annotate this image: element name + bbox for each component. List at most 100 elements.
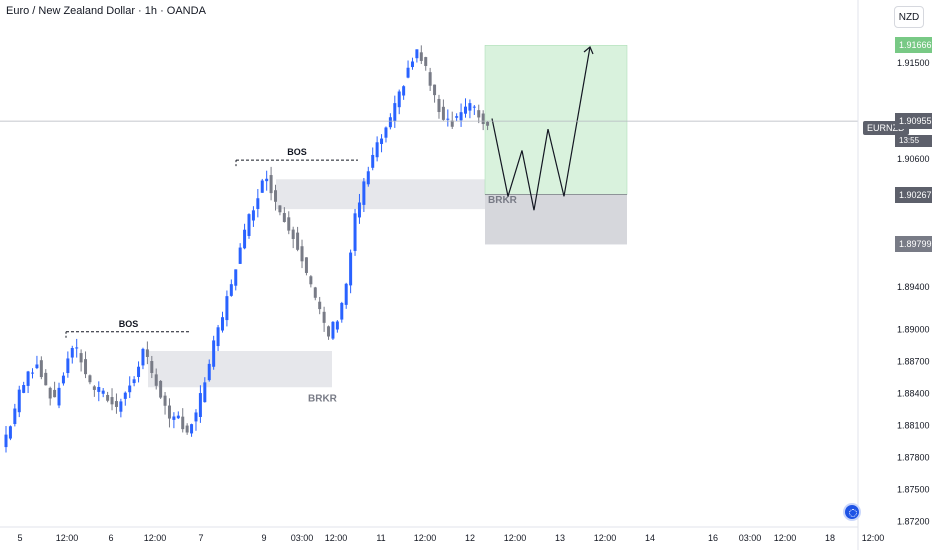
brkr-label: BRKR	[308, 393, 338, 404]
candle-body	[220, 317, 224, 331]
candle-body	[114, 401, 118, 407]
candle-body	[468, 103, 472, 111]
currency-button[interactable]: NZD	[894, 6, 924, 28]
stop-price-tag: 1.89799	[895, 236, 932, 253]
candle-body	[198, 393, 202, 417]
price-tick-label: 1.89400	[897, 282, 930, 292]
candle-body	[397, 91, 401, 108]
candle-body	[441, 106, 445, 120]
candle-body	[190, 424, 194, 434]
candle-body	[463, 106, 467, 114]
price-tick-label: 1.88100	[897, 421, 930, 431]
candle-body	[48, 387, 52, 399]
time-tick-label: 12:00	[504, 533, 527, 543]
candle-body	[265, 178, 269, 182]
overlay-layer: BRKR BRKR BOS BOS	[0, 46, 858, 404]
bos-label: BOS	[119, 319, 139, 329]
candle-body	[39, 360, 43, 378]
candle-body	[66, 358, 70, 374]
candle-body	[159, 380, 163, 398]
candle-body	[450, 120, 454, 127]
time-tick-label: 16	[708, 533, 718, 543]
time-tick-label: 11	[376, 533, 385, 543]
price-tick-label: 1.88700	[897, 357, 930, 367]
candles[interactable]	[4, 45, 490, 453]
candle-body	[88, 375, 92, 383]
candle-body	[61, 375, 65, 384]
candle-body	[428, 72, 432, 86]
candle-body	[406, 67, 410, 78]
candle-body	[357, 202, 361, 218]
candle-body	[251, 210, 255, 221]
countdown-timer: 13:55	[895, 135, 932, 147]
time-tick-label: 12:00	[56, 533, 79, 543]
candle-body	[238, 247, 242, 264]
candle-body	[419, 52, 423, 61]
time-tick-label: 12:00	[414, 533, 437, 543]
target-price-tag: 1.91666	[895, 37, 932, 54]
candle-body	[110, 397, 114, 405]
price-tick-label: 1.87500	[897, 485, 930, 495]
candle-body	[75, 347, 79, 349]
candle-body	[181, 416, 185, 430]
candle-body	[234, 269, 238, 286]
candle-body	[318, 301, 322, 310]
price-tick-label: 1.91500	[897, 58, 930, 68]
projection-path	[491, 46, 591, 211]
candle-body	[260, 180, 264, 193]
candle-body	[225, 296, 229, 321]
candle-body	[163, 395, 167, 406]
arrow-head-icon	[583, 46, 594, 55]
brkr-zone	[276, 179, 525, 210]
candle-body	[150, 361, 154, 373]
candle-body	[13, 408, 17, 425]
candle-body	[353, 213, 357, 251]
candle-body	[313, 287, 317, 298]
candle-body	[415, 49, 419, 59]
brkr-label: BRKR	[488, 195, 518, 206]
candle-body	[375, 142, 379, 158]
candle-body	[123, 392, 127, 399]
candle-body	[207, 363, 211, 381]
candle-body	[203, 382, 207, 403]
candle-body	[57, 387, 61, 406]
candle-body	[84, 359, 88, 375]
tradingview-logo-icon[interactable]	[843, 503, 861, 521]
candle-body	[455, 116, 459, 118]
time-tick-label: 13	[555, 533, 565, 543]
candle-body	[70, 348, 74, 358]
candle-body	[371, 154, 375, 168]
candle-body	[327, 326, 331, 337]
candle-body	[274, 190, 278, 202]
candle-body	[309, 276, 313, 285]
candle-body	[433, 84, 437, 96]
candle-body	[402, 86, 406, 96]
profit-zone	[484, 45, 628, 195]
candle-body	[366, 171, 370, 185]
candle-body	[216, 327, 220, 347]
bos-label: BOS	[287, 147, 307, 157]
candle-body	[35, 364, 39, 369]
candle-body	[393, 103, 397, 122]
brkr-zone	[148, 351, 332, 388]
time-tick-label: 12:00	[144, 533, 167, 543]
time-tick-label: 7	[198, 533, 203, 543]
candle-body	[243, 229, 247, 249]
time-tick-label: 12:00	[862, 533, 885, 543]
candle-body	[410, 61, 414, 68]
time-tick-label: 12:00	[594, 533, 617, 543]
candle-body	[44, 372, 48, 386]
candle-body	[31, 372, 35, 374]
candle-body	[472, 106, 476, 108]
chart-title: Euro / New Zealand Dollar · 1h · OANDA	[6, 5, 206, 17]
candle-body	[340, 302, 344, 320]
price-tick-label: 1.90600	[897, 154, 930, 164]
candle-body	[278, 205, 282, 213]
time-tick-label: 5	[17, 533, 22, 543]
price-tick-label: 1.89000	[897, 325, 930, 335]
price-tick-label: 1.87200	[897, 517, 930, 527]
candle-body	[384, 127, 388, 138]
candle-body	[185, 425, 189, 433]
candle-body	[349, 252, 353, 286]
